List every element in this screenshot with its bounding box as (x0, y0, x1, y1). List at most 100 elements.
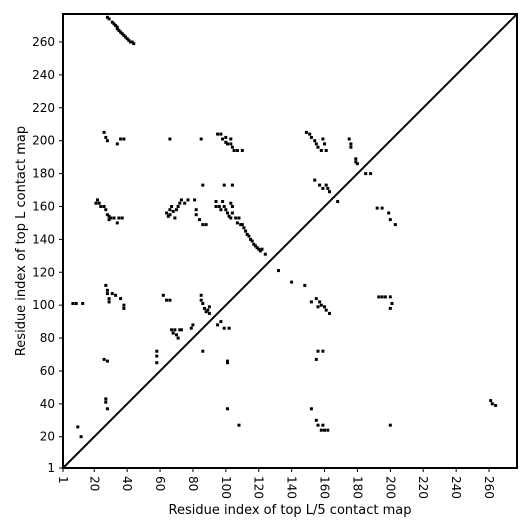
contact-point (260, 247, 264, 251)
contact-point (155, 361, 159, 365)
contact-point (206, 308, 210, 312)
contact-point (189, 326, 193, 330)
contact-point (201, 302, 205, 305)
contact-point (107, 214, 111, 218)
contact-point (168, 137, 172, 141)
contact-point (201, 223, 205, 227)
contact-point (364, 172, 368, 176)
contact-point (128, 40, 132, 44)
contact-point (240, 223, 244, 227)
contact-point (321, 137, 325, 141)
contact-point (207, 305, 211, 309)
contact-point (245, 232, 249, 236)
contact-point (105, 359, 109, 363)
y-tick-label: 120 (32, 265, 55, 279)
contact-point (229, 137, 233, 141)
contact-point (115, 25, 119, 29)
contact-point (201, 183, 205, 187)
y-axis-label: Residue index of top L contact map (14, 126, 29, 356)
contact-point (230, 183, 234, 187)
contact-point (191, 323, 195, 327)
contact-point (105, 139, 109, 143)
contact-point (226, 361, 229, 365)
contact-point (234, 216, 238, 220)
contact-point (204, 310, 208, 314)
contact-point (171, 209, 175, 213)
contact-point (224, 135, 228, 139)
contact-point (230, 145, 234, 149)
contact-point (114, 293, 118, 297)
contact-point (226, 407, 229, 411)
contact-point (304, 130, 308, 134)
contact-point (219, 208, 223, 212)
contact-point (229, 142, 233, 146)
contact-point (388, 295, 392, 299)
y-tick-label: 1 (47, 461, 55, 475)
contact-point (203, 306, 206, 310)
contact-point (319, 303, 323, 307)
contact-point (214, 205, 218, 208)
contact-point (226, 211, 229, 215)
contact-point (201, 349, 205, 353)
contact-point (81, 302, 85, 305)
contact-point (199, 293, 203, 297)
contact-point (318, 183, 322, 187)
contact-point (390, 302, 394, 305)
contact-point (122, 303, 126, 307)
contact-point (314, 297, 318, 301)
contact-point (130, 40, 134, 44)
contact-point (171, 331, 175, 335)
contact-point (313, 139, 317, 143)
contact-point (198, 218, 201, 222)
x-tick-label: 160 (318, 476, 332, 499)
contact-point (204, 223, 208, 227)
contact-point (175, 333, 178, 337)
contact-point (303, 283, 307, 287)
contact-point (349, 145, 353, 149)
contact-point (336, 200, 340, 203)
contact-point (194, 208, 198, 212)
contact-point (170, 328, 174, 332)
contact-point (76, 425, 80, 429)
contact-point (193, 198, 197, 202)
contact-point (316, 305, 320, 309)
contact-point (125, 37, 129, 41)
contact-point (290, 280, 294, 284)
contact-point (230, 211, 234, 215)
contact-point (132, 42, 136, 46)
contact-point (120, 216, 124, 220)
contact-point (328, 311, 331, 315)
contact-point (183, 201, 187, 205)
contact-point (249, 237, 252, 241)
contact-point (124, 35, 127, 39)
x-tick-label: 100 (219, 476, 233, 499)
contact-point (354, 157, 358, 161)
contact-point (102, 130, 106, 134)
contact-point (321, 423, 325, 427)
contact-point (217, 205, 221, 208)
contact-point (240, 149, 244, 152)
contact-point (393, 223, 397, 227)
y-tick-label: 180 (32, 167, 55, 181)
contact-point (112, 216, 116, 220)
contact-point (222, 326, 226, 330)
contact-point (230, 205, 234, 208)
contact-point (489, 399, 493, 403)
contact-point (119, 137, 123, 141)
contact-point (115, 27, 119, 31)
contact-point (316, 349, 320, 353)
contact-point (165, 298, 169, 302)
contact-point (239, 223, 243, 227)
contact-point (107, 218, 111, 222)
contact-point (380, 206, 384, 210)
contact-point (388, 306, 392, 310)
contact-point (214, 200, 218, 203)
contact-point (354, 160, 358, 164)
contact-point (168, 298, 172, 302)
contact-point (71, 302, 75, 305)
contact-point (112, 22, 116, 26)
x-tick-label: 240 (449, 476, 463, 499)
contact-point (104, 397, 108, 401)
contact-point (102, 357, 106, 361)
